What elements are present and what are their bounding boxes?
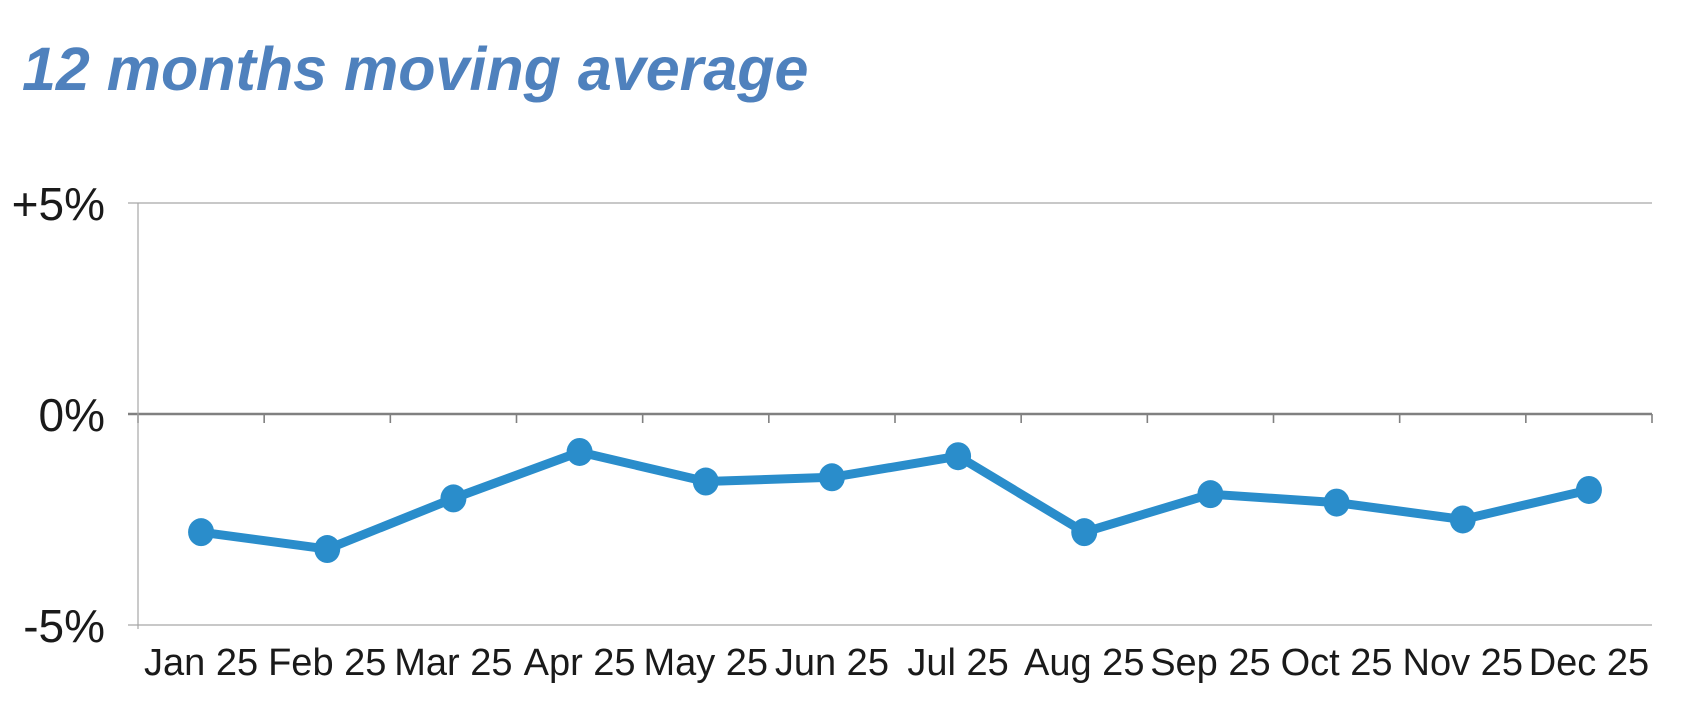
x-axis-label: Feb 25 bbox=[268, 642, 386, 684]
chart-title: 12 months moving average bbox=[22, 35, 809, 103]
y-axis-label: +5% bbox=[12, 178, 105, 230]
trend-line bbox=[196, 447, 1594, 554]
x-axis-label: Apr 25 bbox=[524, 642, 636, 684]
y-axis-label: -5% bbox=[23, 600, 105, 652]
data-point-feb-25 bbox=[314, 535, 341, 564]
x-axis-label: Jul 25 bbox=[907, 642, 1008, 684]
x-axis-label: Dec 25 bbox=[1529, 642, 1649, 684]
x-axis-label: Oct 25 bbox=[1281, 642, 1393, 684]
data-point-may-25 bbox=[692, 467, 719, 496]
data-point-dec-25 bbox=[1575, 475, 1602, 504]
data-point-apr-25 bbox=[566, 437, 593, 466]
data-point-aug-25 bbox=[1071, 518, 1098, 547]
data-point-sep-25 bbox=[1197, 480, 1224, 509]
data-point-nov-25 bbox=[1449, 505, 1476, 534]
y-axis-label: 0% bbox=[39, 389, 105, 441]
x-axis-label: Jan 25 bbox=[144, 642, 258, 684]
data-point-jul-25 bbox=[945, 442, 972, 471]
x-axis-label: Sep 25 bbox=[1150, 642, 1270, 684]
x-axis-label: Nov 25 bbox=[1403, 642, 1523, 684]
data-point-jun-25 bbox=[818, 463, 845, 492]
x-axis-label: Aug 25 bbox=[1024, 642, 1144, 684]
x-axis-label: Mar 25 bbox=[394, 642, 512, 684]
x-axis-label: Jun 25 bbox=[775, 642, 889, 684]
data-point-oct-25 bbox=[1323, 488, 1350, 517]
data-point-mar-25 bbox=[440, 484, 467, 513]
x-axis-label: May 25 bbox=[643, 642, 768, 684]
data-point-jan-25 bbox=[188, 518, 215, 547]
